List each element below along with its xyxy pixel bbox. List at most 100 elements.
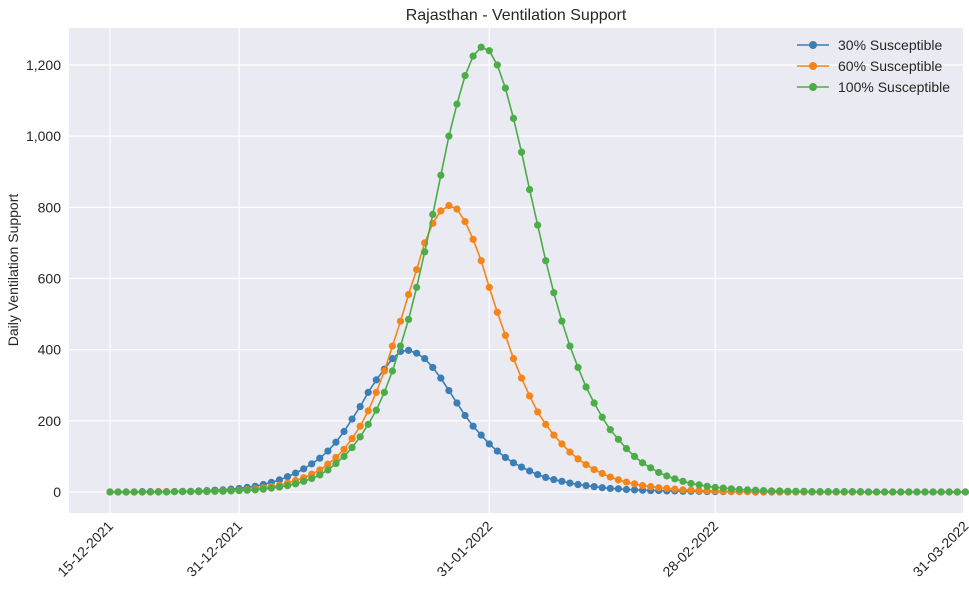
data-point [638,481,647,490]
data-point [719,484,727,492]
data-point [501,331,509,340]
data-point [558,440,566,448]
data-point [542,420,550,428]
data-point [332,438,340,446]
data-point [469,52,477,60]
data-point [816,488,824,496]
data-point [671,475,679,483]
data-point [501,84,509,92]
data-point [655,468,663,477]
data-point [840,488,848,496]
data-point [534,470,542,479]
data-point [695,481,703,489]
data-point [324,466,332,474]
data-point [921,488,929,496]
data-point [727,485,735,493]
y-axis-ticks: 0 200 400 600 800 1,000 1,200 [26,57,61,500]
data-point [622,444,631,453]
data-point [421,354,429,363]
data-point [380,367,388,375]
legend-item: 100% Susceptible [797,79,950,95]
data-point [679,486,687,494]
y-tick-label: 0 [53,484,61,500]
data-point [372,388,380,396]
data-point [655,484,663,492]
data-point [122,488,130,496]
data-point [945,488,953,496]
chart-title: Rajasthan - Ventilation Support [406,7,627,24]
data-point [445,201,453,210]
data-point [332,453,340,462]
gridlines [69,28,966,513]
legend-swatch-marker [809,62,817,70]
data-point [275,476,284,484]
data-point [348,415,356,423]
data-point [364,407,372,415]
y-tick-label: 1,000 [26,128,61,144]
data-point [291,469,300,477]
data-point [598,469,606,478]
data-point [130,488,138,496]
data-point [695,486,703,495]
data-point [703,482,711,490]
data-point [332,459,340,468]
data-point [413,283,421,291]
data-point [509,459,518,467]
data-point [308,460,316,468]
data-point [493,61,501,69]
data-point [356,422,364,430]
data-point [493,308,501,316]
data-point [598,413,606,421]
data-point [388,342,397,350]
data-point [566,479,574,487]
data-point [396,342,405,350]
data-point [445,386,453,395]
data-point [582,481,590,490]
data-point [711,483,719,491]
data-point [469,235,477,243]
data-point [606,484,614,493]
data-point [162,488,171,496]
data-point [743,486,752,494]
y-tick-label: 200 [38,413,62,429]
data-point [590,483,598,491]
data-point [566,342,574,350]
data-point [776,487,784,495]
data-point [582,461,590,469]
data-point [388,354,397,363]
data-point [453,205,461,213]
data-point [566,448,574,456]
data-point [768,487,776,495]
data-point [227,487,235,495]
legend-item: 30% Susceptible [797,37,943,53]
data-point [445,132,453,140]
data-point [679,477,687,485]
data-point [348,443,356,452]
data-point [864,488,873,496]
data-point [461,411,469,420]
data-point [663,472,671,480]
data-point [558,317,566,325]
data-point [663,484,671,493]
data-point [170,488,179,496]
data-point [372,406,380,414]
data-point [881,488,889,496]
data-point [929,488,937,496]
data-point [848,488,856,496]
data-point [251,486,259,494]
data-point [138,488,146,496]
data-point [453,399,461,407]
data-point [477,257,485,265]
data-point [404,315,413,324]
data-point [275,483,284,491]
data-point [437,374,445,382]
data-point [501,453,509,462]
data-point [106,488,114,496]
data-point [469,422,477,430]
data-point [364,420,372,428]
data-point [219,487,227,495]
data-point [913,488,921,496]
data-point [203,488,211,496]
data-point [606,426,614,434]
data-point [396,317,405,325]
